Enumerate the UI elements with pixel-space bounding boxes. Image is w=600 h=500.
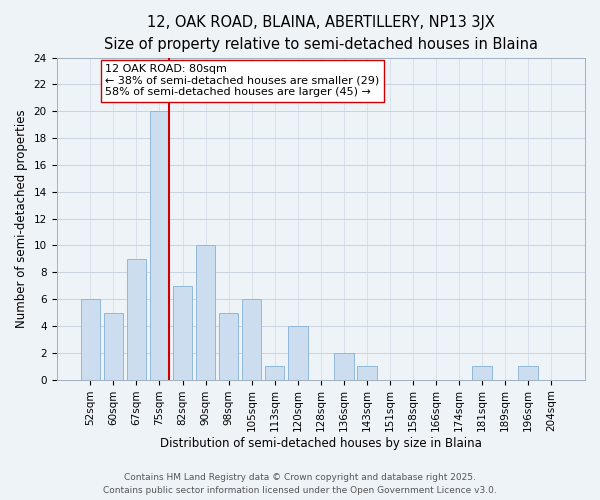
Bar — [149, 111, 169, 380]
Bar — [518, 366, 538, 380]
Bar — [265, 366, 284, 380]
Bar — [219, 312, 238, 380]
X-axis label: Distribution of semi-detached houses by size in Blaina: Distribution of semi-detached houses by … — [160, 437, 482, 450]
Bar — [127, 259, 146, 380]
Bar — [357, 366, 377, 380]
Y-axis label: Number of semi-detached properties: Number of semi-detached properties — [15, 110, 28, 328]
Bar — [173, 286, 193, 380]
Bar — [80, 299, 100, 380]
Bar — [472, 366, 492, 380]
Bar — [334, 353, 353, 380]
Text: Contains HM Land Registry data © Crown copyright and database right 2025.
Contai: Contains HM Land Registry data © Crown c… — [103, 474, 497, 495]
Title: 12, OAK ROAD, BLAINA, ABERTILLERY, NP13 3JX
Size of property relative to semi-de: 12, OAK ROAD, BLAINA, ABERTILLERY, NP13 … — [104, 15, 538, 52]
Text: 12 OAK ROAD: 80sqm
← 38% of semi-detached houses are smaller (29)
58% of semi-de: 12 OAK ROAD: 80sqm ← 38% of semi-detache… — [106, 64, 380, 98]
Bar — [104, 312, 123, 380]
Bar — [196, 246, 215, 380]
Bar — [288, 326, 308, 380]
Bar — [242, 299, 262, 380]
